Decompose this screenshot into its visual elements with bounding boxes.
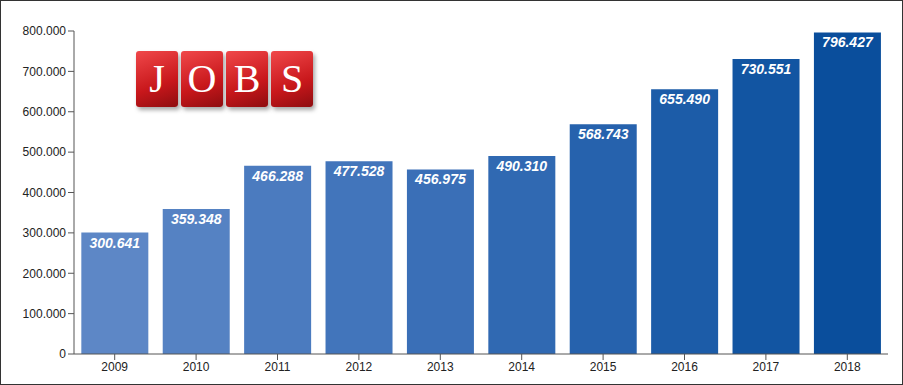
- svg-text:800.000: 800.000: [23, 24, 67, 38]
- svg-text:600.000: 600.000: [23, 105, 67, 119]
- svg-text:400.000: 400.000: [23, 186, 67, 200]
- svg-text:456.975: 456.975: [414, 171, 466, 187]
- svg-text:0: 0: [59, 347, 66, 361]
- svg-text:300.000: 300.000: [23, 226, 67, 240]
- svg-text:796.427: 796.427: [822, 34, 874, 50]
- svg-text:655.490: 655.490: [659, 91, 710, 107]
- svg-text:100.000: 100.000: [23, 307, 67, 321]
- html-text:B: B: [233, 56, 261, 101]
- svg-text:466.288: 466.288: [251, 168, 303, 184]
- svg-text:730.551: 730.551: [741, 61, 792, 77]
- svg-text:2010: 2010: [183, 360, 210, 374]
- html-text:O: O: [187, 56, 217, 101]
- svg-text:500.000: 500.000: [23, 145, 67, 159]
- svg-text:2012: 2012: [346, 360, 373, 374]
- html-text:S: S: [280, 56, 304, 101]
- svg-text:490.310: 490.310: [496, 158, 548, 174]
- svg-text:2009: 2009: [101, 360, 128, 374]
- svg-text:300.641: 300.641: [90, 235, 141, 251]
- svg-text:359.348: 359.348: [171, 211, 222, 227]
- svg-text:2016: 2016: [671, 360, 698, 374]
- svg-text:2014: 2014: [508, 360, 535, 374]
- svg-text:200.000: 200.000: [23, 267, 67, 281]
- html-text:J: J: [149, 56, 165, 101]
- svg-text:477.528: 477.528: [333, 163, 385, 179]
- svg-text:568.743: 568.743: [578, 126, 629, 142]
- svg-text:2011: 2011: [265, 360, 291, 374]
- svg-text:2013: 2013: [427, 360, 454, 374]
- svg-text:700.000: 700.000: [23, 65, 67, 79]
- svg-text:2017: 2017: [753, 360, 780, 374]
- svg-text:2015: 2015: [590, 360, 617, 374]
- svg-text:2018: 2018: [834, 360, 861, 374]
